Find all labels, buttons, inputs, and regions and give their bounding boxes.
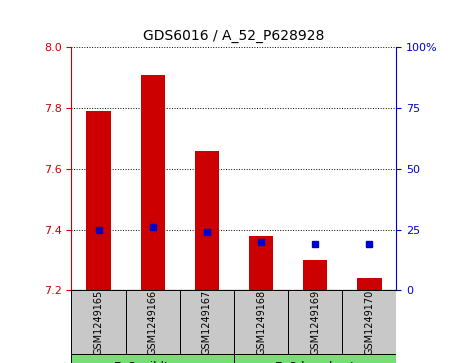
Bar xyxy=(141,74,165,290)
Text: En2 wildtype: En2 wildtype xyxy=(114,361,191,363)
Text: GSM1249169: GSM1249169 xyxy=(310,290,320,355)
Bar xyxy=(71,354,234,363)
Bar xyxy=(195,151,219,290)
Bar xyxy=(180,290,234,354)
Title: GDS6016 / A_52_P628928: GDS6016 / A_52_P628928 xyxy=(143,29,325,44)
Bar xyxy=(303,260,327,290)
Bar xyxy=(125,290,180,354)
Bar xyxy=(71,290,125,354)
Text: GSM1249166: GSM1249166 xyxy=(148,290,158,355)
Text: GSM1249165: GSM1249165 xyxy=(94,290,104,355)
Bar xyxy=(342,290,396,354)
Bar xyxy=(86,111,111,290)
Text: GSM1249167: GSM1249167 xyxy=(202,290,212,355)
Text: GSM1249170: GSM1249170 xyxy=(364,290,374,355)
Bar xyxy=(234,354,396,363)
Text: GSM1249168: GSM1249168 xyxy=(256,290,266,355)
Bar xyxy=(357,278,382,290)
Text: En2 knockout: En2 knockout xyxy=(275,361,355,363)
Bar xyxy=(288,290,342,354)
Bar xyxy=(234,290,288,354)
Bar xyxy=(249,236,273,290)
